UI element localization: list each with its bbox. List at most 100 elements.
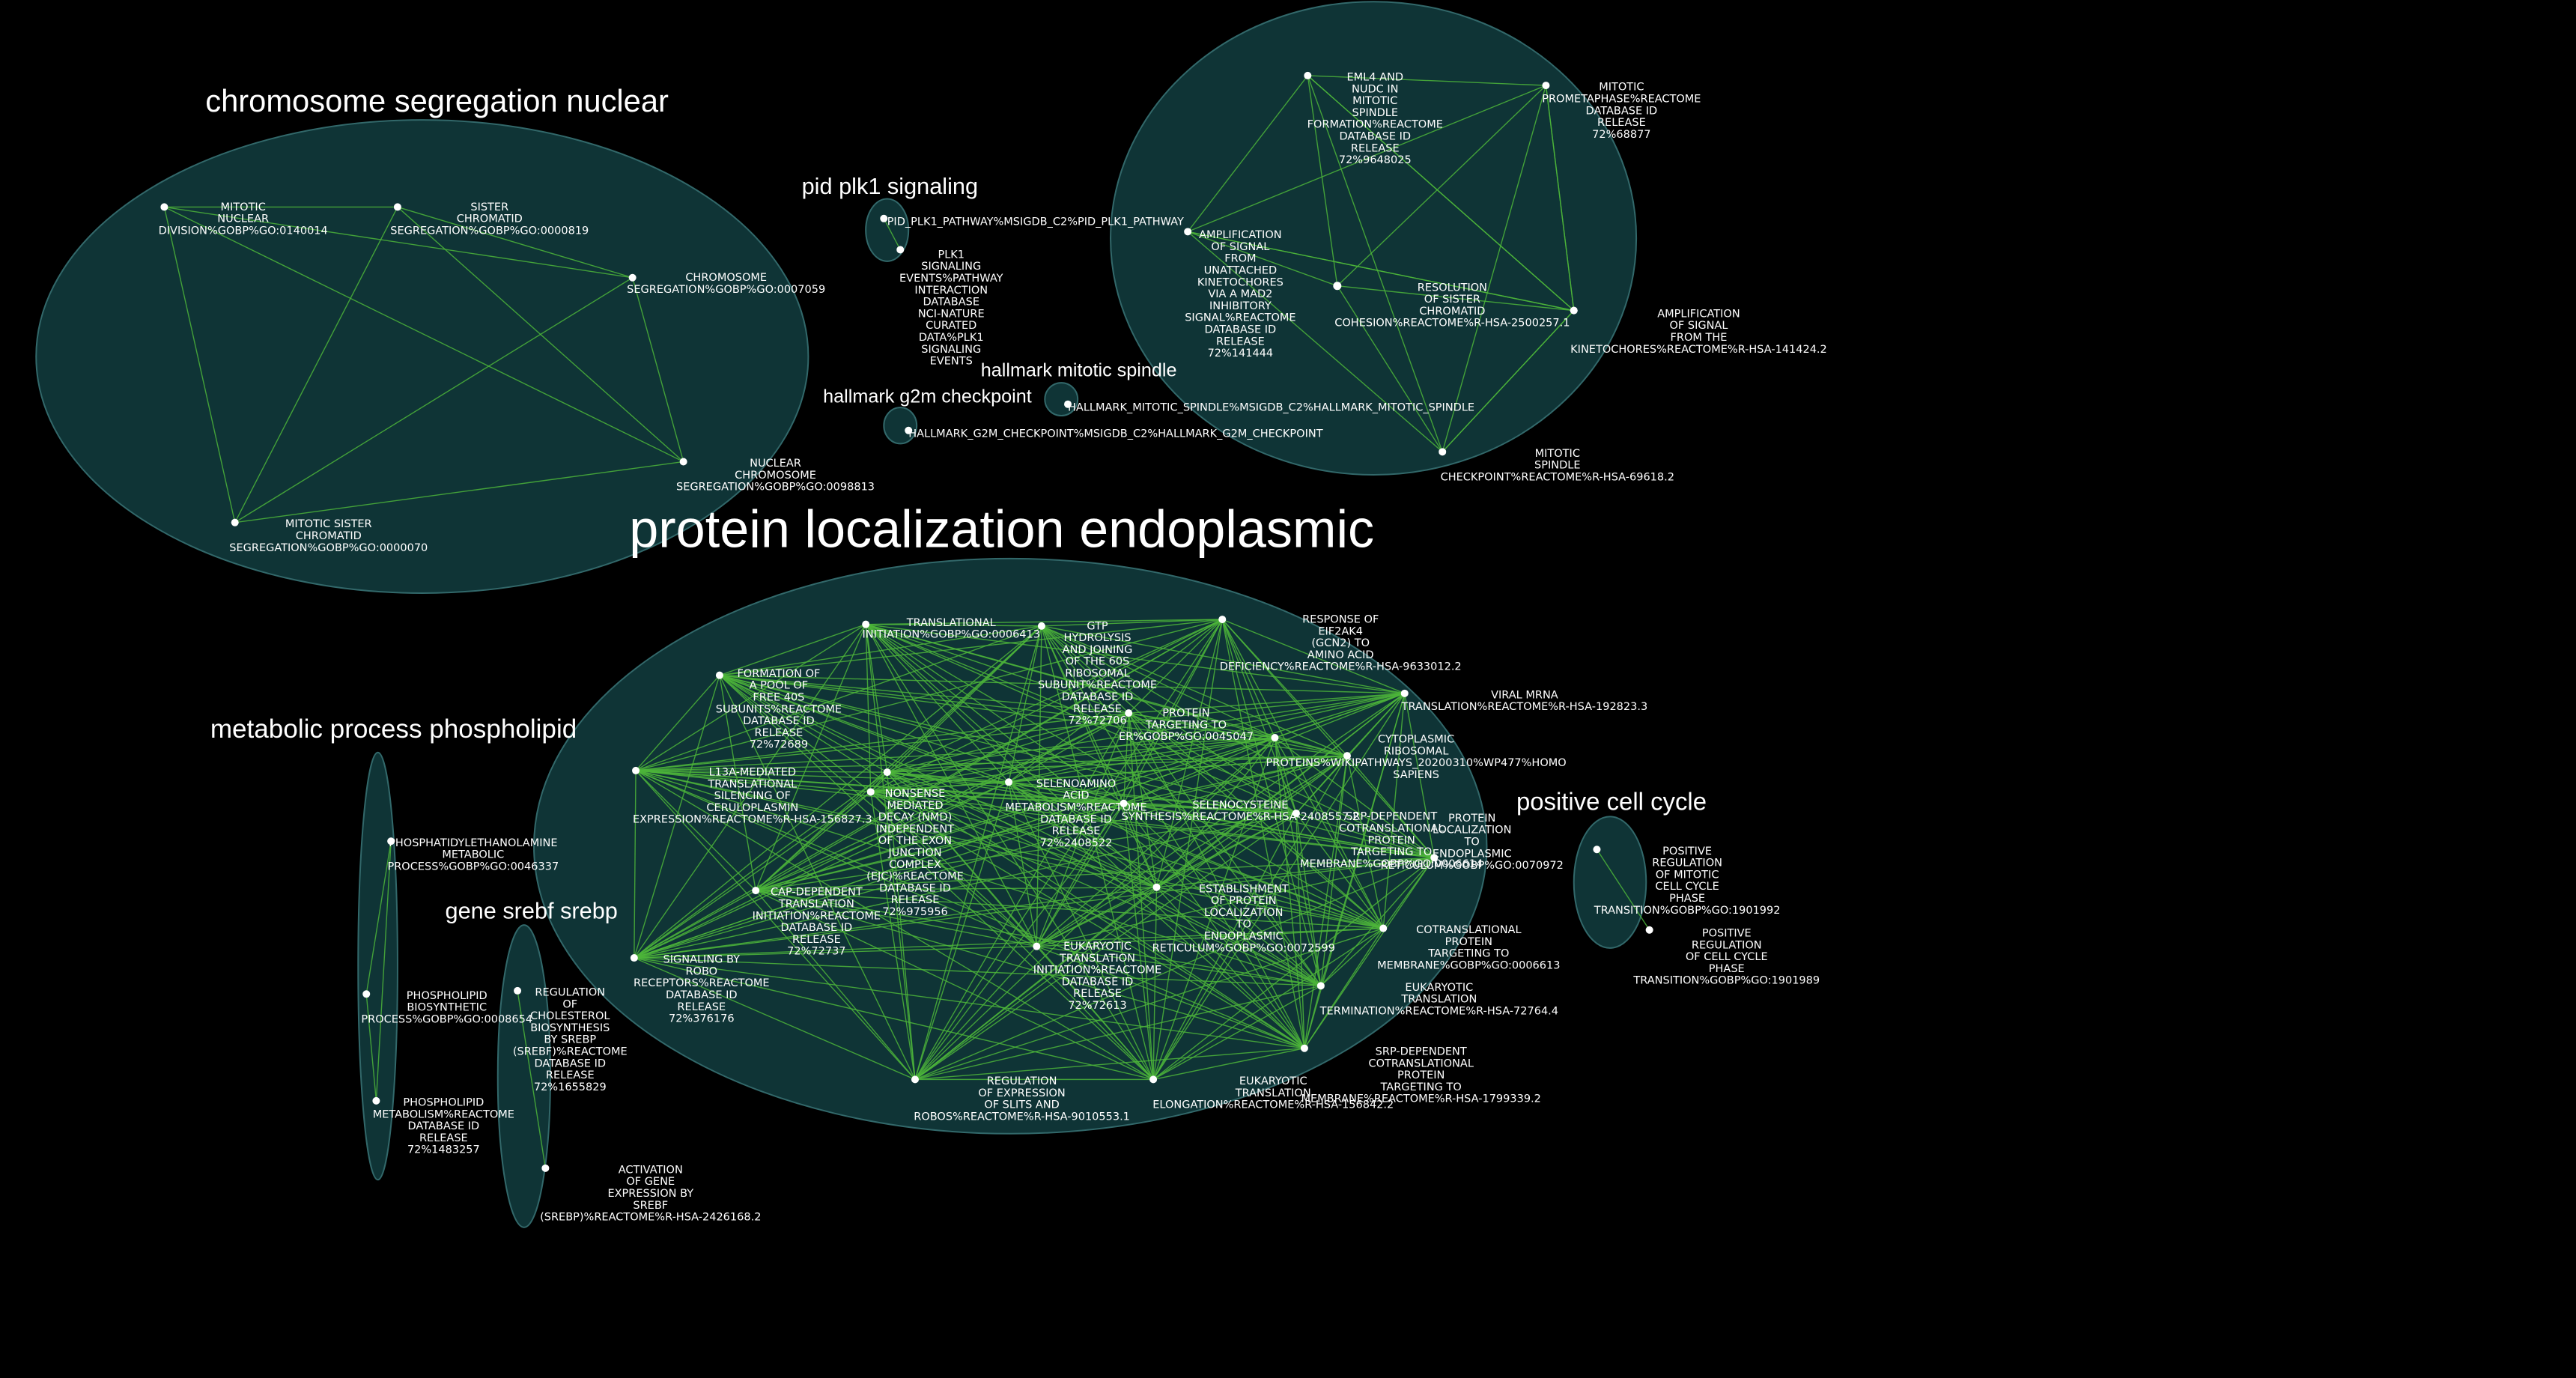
node-pc1[interactable]: [1593, 846, 1601, 854]
node-ph2[interactable]: [362, 990, 371, 998]
node-cs4[interactable]: [679, 458, 687, 466]
node-msp[interactable]: [1064, 400, 1072, 408]
node-label: RELEASE: [1073, 703, 1122, 715]
edge: [1307, 75, 1575, 312]
edge: [1041, 625, 1348, 756]
node-pr21[interactable]: [1149, 1075, 1158, 1084]
node-pk2[interactable]: [896, 246, 905, 254]
node-pr4[interactable]: [715, 671, 723, 679]
node-label: RELEASE: [755, 727, 804, 739]
node-pr3[interactable]: [1218, 616, 1227, 624]
node-label: CURATED: [926, 320, 976, 332]
edge: [1156, 857, 1435, 888]
edge: [234, 207, 398, 523]
cluster-g2m[interactable]: [883, 407, 918, 445]
node-sr1[interactable]: [514, 986, 522, 995]
node-pr18[interactable]: [1033, 942, 1041, 950]
node-mt6[interactable]: [1439, 448, 1447, 456]
node-cs3[interactable]: [628, 273, 637, 282]
node-ph3[interactable]: [372, 1096, 380, 1105]
edge: [1596, 849, 1650, 931]
edge: [756, 890, 1384, 929]
node-pr15[interactable]: [1152, 883, 1161, 891]
cluster-title: protein localization endoplasmic: [629, 500, 1374, 559]
cluster-srebf[interactable]: [496, 924, 551, 1228]
node-pr20[interactable]: [911, 1075, 919, 1084]
node-pr13[interactable]: [1430, 854, 1439, 862]
edge: [634, 712, 1129, 959]
node-pc2[interactable]: [1645, 926, 1653, 934]
node-pr7[interactable]: [1271, 734, 1279, 742]
node-cs1[interactable]: [160, 203, 168, 211]
node-pr1[interactable]: [862, 620, 870, 628]
node-pr9[interactable]: [866, 788, 875, 796]
node-pr17[interactable]: [630, 954, 638, 962]
node-pr8[interactable]: [632, 766, 640, 774]
cluster-mitotic[interactable]: [1110, 1, 1638, 476]
node-label: PID_PLK1_PATHWAY%MSIGDB_C2%PID_PLK1_PATH…: [887, 216, 1184, 228]
node-pr22[interactable]: [1300, 1044, 1308, 1052]
node-label: 72%72613: [1068, 1000, 1126, 1012]
edge: [1221, 619, 1276, 738]
node-pr24[interactable]: [1343, 752, 1351, 760]
node-label: 72%975956: [882, 906, 948, 918]
node-ph1[interactable]: [387, 837, 395, 846]
node-mt1[interactable]: [1304, 71, 1312, 79]
node-label: NUDC IN: [1352, 83, 1398, 95]
edge: [634, 957, 1321, 987]
node-label: OF SLITS AND: [984, 1099, 1060, 1111]
node-pr16[interactable]: [1379, 924, 1388, 932]
node-g2m[interactable]: [905, 426, 913, 434]
node-pr14[interactable]: [752, 887, 760, 895]
node-pr2[interactable]: [1037, 622, 1045, 630]
node-sr2[interactable]: [541, 1164, 550, 1172]
node-label: (GCN2) TO: [1311, 637, 1370, 649]
edge: [1346, 756, 1384, 929]
node-pr12[interactable]: [1292, 809, 1300, 817]
node-label: 72%1483257: [407, 1144, 480, 1156]
node-label: TRANSITION%GOBP%GO:1901989: [1632, 975, 1820, 987]
node-cs2[interactable]: [393, 203, 401, 211]
node-label: ENDOPLASMIC: [1204, 930, 1284, 942]
node-label: MITOTIC: [1599, 82, 1644, 94]
edge: [756, 813, 1297, 891]
edge: [635, 770, 1384, 929]
node-pr11[interactable]: [1120, 799, 1128, 807]
edge: [1152, 755, 1348, 1080]
node-label: EVENTS: [930, 356, 973, 368]
node-label: ER%GOBP%GO:0045047: [1119, 731, 1254, 743]
edge: [636, 755, 1347, 771]
node-mt2[interactable]: [1542, 82, 1550, 90]
edge: [1128, 712, 1384, 929]
edge: [719, 674, 1129, 714]
edge: [865, 624, 1157, 888]
node-pk1[interactable]: [880, 214, 888, 222]
node-label: CHROMATID: [1419, 306, 1485, 318]
edge: [865, 624, 888, 773]
node-pr23[interactable]: [883, 768, 891, 777]
node-pr6[interactable]: [1125, 709, 1133, 717]
node-label: SEGREGATION%GOBP%GO:0007059: [627, 284, 825, 296]
node-label: MITOTIC: [1535, 448, 1580, 460]
cluster-poscc[interactable]: [1573, 816, 1647, 949]
edge: [1295, 813, 1435, 858]
node-label: RECEPTORS%REACTOME: [634, 977, 770, 989]
edge: [870, 771, 888, 792]
node-label: SELENOCYSTEINE: [1192, 799, 1288, 811]
edge: [1337, 85, 1546, 287]
node-mt3[interactable]: [1184, 228, 1192, 236]
node-pr19[interactable]: [1316, 982, 1325, 990]
node-mt7[interactable]: [1333, 282, 1342, 291]
edge: [887, 619, 1223, 773]
node-label: NUCLEAR: [750, 458, 801, 470]
cluster-chrom[interactable]: [35, 119, 809, 594]
edge: [1123, 737, 1275, 804]
node-cs5[interactable]: [231, 518, 239, 526]
node-label: DECAY (NMD): [878, 812, 953, 824]
node-pr5[interactable]: [1400, 689, 1409, 697]
node-label: ROBOS%REACTOME%R-HSA-9010553.1: [914, 1111, 1130, 1123]
node-pr10[interactable]: [1005, 778, 1013, 786]
node-label: RELEASE: [1597, 117, 1646, 129]
edge: [756, 755, 1348, 891]
node-mt5[interactable]: [1570, 306, 1578, 315]
